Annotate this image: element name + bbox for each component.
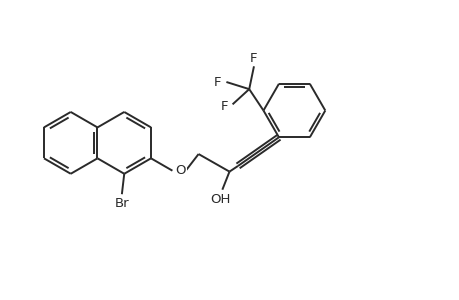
Text: O: O xyxy=(175,164,186,177)
Text: OH: OH xyxy=(209,193,230,206)
Text: Br: Br xyxy=(114,197,129,210)
Text: F: F xyxy=(220,100,227,113)
Text: F: F xyxy=(213,76,221,88)
Text: F: F xyxy=(250,52,257,65)
